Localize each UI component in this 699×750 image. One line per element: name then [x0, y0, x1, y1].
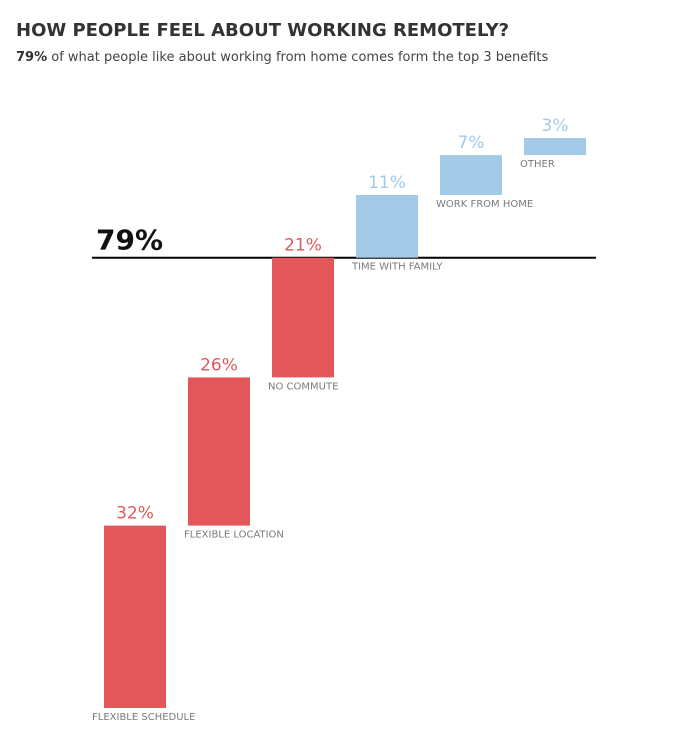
category-label-other: OTHER — [520, 159, 555, 170]
value-label-flexible-location: 26% — [200, 355, 238, 375]
category-label-work-from-home: WORK FROM HOME — [436, 199, 533, 210]
bar-other — [524, 138, 586, 156]
bar-flexible-location — [188, 377, 250, 526]
value-label-no-commute: 21% — [284, 236, 322, 256]
subtitle-highlight: 79% — [16, 50, 48, 65]
bar-work-from-home — [440, 155, 502, 195]
category-label-flexible-schedule: FLEXIBLE SCHEDULE — [92, 712, 195, 723]
chart-title: HOW PEOPLE FEEL ABOUT WORKING REMOTELY? — [16, 20, 510, 41]
bar-no-commute — [272, 257, 334, 378]
value-label-work-from-home: 7% — [458, 133, 485, 153]
reference-line-label: 79% — [96, 224, 163, 257]
bar-time-with-family — [356, 195, 418, 258]
category-label-flexible-location: FLEXIBLE LOCATION — [184, 530, 284, 541]
value-label-flexible-schedule: 32% — [116, 504, 154, 524]
category-label-no-commute: NO COMMUTE — [268, 381, 338, 392]
category-label-time-with-family: TIME WITH FAMILY — [351, 262, 443, 273]
value-label-time-with-family: 11% — [368, 173, 406, 193]
bar-flexible-schedule — [104, 525, 166, 708]
chart-subtitle: 79% of what people like about working fr… — [16, 50, 548, 65]
value-label-other: 3% — [542, 116, 569, 136]
subtitle-text: of what people like about working from h… — [47, 50, 549, 65]
